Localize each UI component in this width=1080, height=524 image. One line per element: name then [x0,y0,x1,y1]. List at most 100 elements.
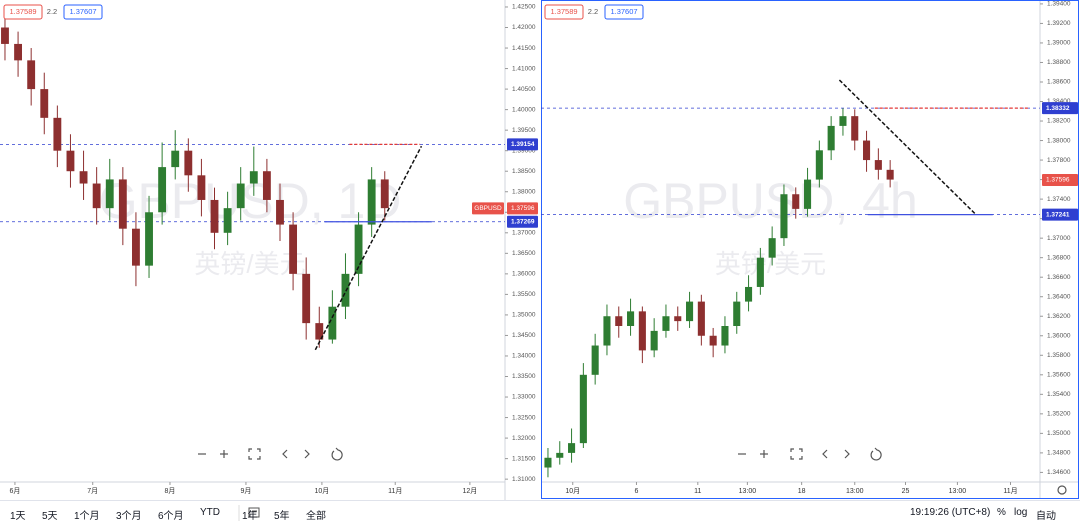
candle-body [756,257,764,287]
x-tick-label: 10月 [565,487,580,495]
level-label: 1.37241 [1046,211,1070,218]
watermark-title: GBPUSD, 4h [623,173,918,229]
spread: 2.2 [588,7,598,16]
range-button[interactable]: 3个月 [116,511,142,522]
candle-body [674,316,682,322]
y-tick-label: 1.36600 [1047,274,1071,281]
y-tick-label: 1.38000 [512,188,536,195]
y-tick-label: 1.42000 [512,24,536,31]
y-tick-label: 1.39000 [1047,40,1071,47]
candle-body [863,140,871,161]
symbol-box [472,202,504,215]
nav-buttons[interactable] [198,447,1067,495]
candle-body [780,194,788,239]
candle-body [544,457,552,468]
candle-body [118,179,127,229]
charts: GBPUSD, 1D英镑/美元1.310001.315001.320001.32… [0,0,1079,500]
y-tick-label: 1.38600 [1047,79,1071,86]
y-tick-label: 1.38400 [1047,98,1071,105]
level-label-box [507,215,538,228]
symbol-label: GBPUSD [474,205,502,212]
candle-body [66,150,75,172]
candle-body [1,27,9,44]
y-tick-label: 1.34800 [1047,450,1071,457]
compare-icon[interactable] [248,506,262,520]
level-label-box [1042,102,1078,115]
bid: 1.37589 [550,7,577,16]
bid-box [544,4,584,20]
price-label: 1.37596 [511,205,535,212]
candle-body [851,116,859,141]
x-tick-label: 13:00 [846,488,864,495]
y-tick-label: 1.39200 [1047,20,1071,27]
candle-body [686,301,694,322]
candle-body [276,199,284,225]
candle-body [262,171,271,200]
y-tick-label: 1.42500 [512,4,536,11]
candle-body [839,116,847,126]
x-tick-label: 13:00 [949,488,967,495]
x-tick-label: 11月 [388,487,402,495]
candle-body [874,160,882,170]
range-button[interactable]: 1年 [242,511,258,522]
candle-body [289,224,298,274]
x-tick-label: 11月 [1003,487,1017,495]
range-button[interactable]: 1个月 [74,511,100,522]
candle-body [197,175,206,200]
y-tick-label: 1.33500 [512,373,536,380]
percent-toggle[interactable]: % [997,507,1006,518]
auto-toggle[interactable]: 自动 [1036,511,1056,522]
y-tick-label: 1.35000 [1047,430,1071,437]
range-button[interactable]: 全部 [306,511,326,522]
level-label-box [1042,208,1078,221]
y-tick-label: 1.39500 [512,127,536,134]
candle-body [341,273,350,307]
candle-body [556,452,564,458]
y-tick-label: 1.38200 [1047,118,1071,125]
y-tick-label: 1.38000 [1047,137,1071,144]
candle-body [591,345,599,375]
range-button[interactable]: 5年 [274,511,290,522]
y-tick-label: 1.35000 [512,312,536,319]
range-button[interactable]: 1天 [10,511,26,522]
candle-body [40,89,49,118]
trendline [314,145,423,351]
x-tick-label: 25 [902,488,910,495]
candle-body [650,330,658,351]
toolbar: 1天 5天 1个月 3个月 6个月 YTD 1年 5年 全部 19:19:26 (UTC+8)% l… [0,500,1080,524]
y-tick-label: 1.35600 [1047,372,1071,379]
range-button[interactable]: YTD [200,507,220,518]
candle-body [27,60,36,90]
candle-body [768,238,776,258]
y-tick-label: 1.31500 [512,455,536,462]
candle-body [579,374,587,444]
candle-body [615,316,623,326]
x-tick-label: 12月 [462,487,477,495]
level-label: 1.39154 [511,141,535,148]
y-tick-label: 1.36000 [512,271,536,278]
x-tick-label: 6 [635,488,639,495]
candle-body [733,301,741,326]
candle-body [792,194,800,209]
y-tick-label: 1.37000 [1047,235,1071,242]
y-tick-label: 1.37800 [1047,157,1071,164]
candle-body [354,224,363,274]
candle-body [132,228,140,266]
x-tick-label: 10月 [314,487,329,495]
y-tick-label: 1.38800 [1047,59,1071,66]
x-tick-label: 18 [798,488,806,495]
candle-body [171,150,180,168]
candle-body [603,316,611,346]
candle-body [709,335,717,346]
candle-body [697,301,705,336]
y-tick-label: 1.34000 [512,353,536,360]
range-button[interactable]: 6个月 [158,511,184,522]
log-toggle[interactable]: log [1014,507,1028,518]
candle-body [380,179,389,209]
candle-body [568,443,576,453]
level-label-box [507,138,538,151]
y-tick-label: 1.38500 [512,168,536,175]
candle-body [804,179,812,209]
range-button[interactable]: 5天 [42,511,58,522]
